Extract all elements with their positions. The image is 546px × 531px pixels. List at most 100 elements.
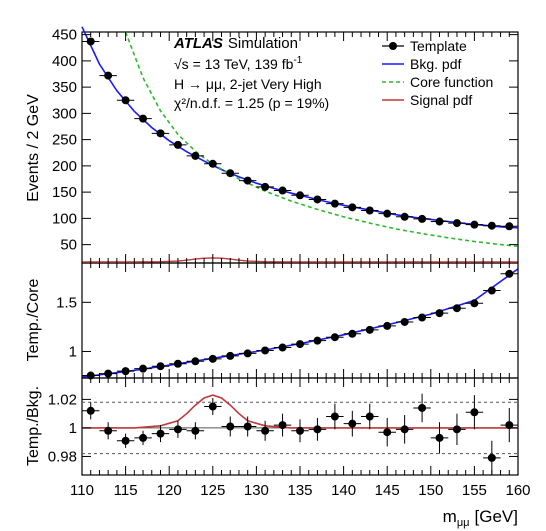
main-core-function-curve (124, 31, 519, 247)
legend-core-label: Core function (410, 74, 493, 90)
main-data-point (191, 151, 200, 160)
ratio-bkg-data-point (505, 421, 514, 430)
ratio-bkg-ytick-label: 1 (69, 420, 77, 437)
ratio-core-data-point (278, 343, 287, 352)
ratio-core-panel-frame (81, 262, 519, 379)
ratio-core-data-point (243, 349, 252, 358)
main-data-point (435, 217, 444, 226)
ratio-bkg-data-point (383, 428, 392, 437)
ratio-bkg-data-point (365, 412, 374, 421)
ratio-core-ytick-label: 1.5 (56, 294, 77, 311)
ratio-core-data-point (261, 346, 270, 355)
main-ytick-label: 400 (52, 53, 77, 70)
channel-label: H → μμ, 2-jet Very High (174, 76, 322, 92)
legend-template-label: Template (410, 38, 467, 54)
ratio-core-data-point (139, 364, 148, 373)
ratio-core-data-point (435, 309, 444, 318)
ratio-bkg-data-point (243, 422, 252, 431)
legend-entry-template: Template (382, 38, 467, 54)
legend-entry-core: Core function (382, 74, 493, 90)
main-data-point (86, 37, 95, 46)
ratio-bkg-data-point (226, 422, 235, 431)
chi2-label: χ²/n.d.f. = 1.25 (p = 19%) (174, 95, 329, 111)
main-ytick-label: 50 (60, 237, 77, 254)
legend-entry-signal: Signal pdf (382, 92, 472, 108)
main-ylabel: Events / 2 GeV (25, 94, 42, 202)
ratio-core-ytick-label: 1 (69, 343, 77, 360)
ratio-core-data-point (470, 299, 479, 308)
ratio-bkg-data-point (86, 406, 95, 415)
ratio-bkg-data-point (191, 426, 200, 435)
atlas-label: ATLAS Simulation (173, 35, 298, 52)
xtick-label: 125 (200, 482, 225, 499)
ratio-core-data-point (365, 325, 374, 334)
main-data-point (452, 219, 461, 228)
main-ytick-label: 300 (52, 105, 77, 122)
main-data-point (348, 203, 357, 212)
ratio-bkg-data-point (121, 436, 130, 445)
ratio-core-data-point (226, 351, 235, 360)
ratio-core-bkg-pdf-core-curve (81, 268, 519, 378)
xtick-label: 150 (418, 482, 443, 499)
main-data-point (121, 96, 130, 105)
ratio-core-data-point (156, 362, 165, 371)
ratio-bkg-data-point (418, 403, 427, 412)
xtick-label: 110 (70, 482, 94, 499)
main-data-point (243, 176, 252, 185)
legend-signal-label: Signal pdf (410, 92, 472, 108)
main-data-point (139, 114, 148, 123)
ratio-bkg-data-point (452, 425, 461, 434)
main-data-point (226, 169, 235, 178)
xtick-label: 160 (505, 482, 530, 499)
xtick-label: 140 (331, 482, 356, 499)
main-ytick-label: 450 (52, 27, 77, 44)
ratio-bkg-data-point (208, 402, 217, 411)
ratio-bkg-ylabel: Temp./Bkg. (25, 386, 42, 466)
main-data-point (330, 199, 339, 208)
main-data-point (261, 182, 270, 191)
main-ytick-label: 200 (52, 158, 77, 175)
main-data-point (296, 191, 304, 200)
x-axis-label: mμμ [GeV] (443, 507, 518, 529)
main-data-point (470, 220, 479, 229)
ratio-bkg-data-point (261, 426, 270, 435)
main-data-point (313, 195, 322, 204)
ratio-bkg-data-point (139, 433, 148, 442)
xtick-label: 115 (114, 482, 138, 499)
ratio-core-data-point (191, 357, 200, 366)
ratio-core-data-point (505, 269, 514, 278)
main-data-point (208, 159, 217, 168)
ratio-bkg-data-point (296, 426, 304, 435)
ratio-core-data-point (296, 340, 304, 349)
main-data-point (400, 212, 409, 221)
ratio-bkg-data-point (173, 425, 182, 434)
ratio-bkg-data-point (348, 419, 357, 428)
ratio-core-data-point (173, 359, 182, 368)
ratio-bkg-data-point (435, 433, 444, 442)
ratio-bkg-data-point (278, 421, 287, 430)
ratio-bkg-data-point (400, 425, 409, 434)
main-data-point (104, 71, 113, 80)
ratio-bkg-ytick-label: 1.02 (48, 391, 77, 408)
ratio-bkg-data-point (330, 412, 339, 421)
main-data-point (505, 222, 514, 231)
ratio-core-data-point (487, 286, 496, 295)
ratio-core-data-point (418, 313, 427, 322)
xtick-label: 135 (287, 482, 312, 499)
main-ytick-label: 250 (52, 132, 77, 149)
ratio-core-data-point (400, 317, 409, 326)
xtick-label: 145 (375, 482, 400, 499)
main-data-point (278, 186, 287, 195)
ratio-bkg-data-point (104, 426, 113, 435)
main-data-point (487, 221, 496, 230)
ratio-core-data-point (208, 354, 217, 363)
legend-template-marker (389, 42, 397, 50)
xtick-label: 120 (157, 482, 182, 499)
ratio-core-data-point (452, 304, 461, 313)
ratio-bkg-data-point (487, 453, 496, 462)
ratio-bkg-data-point (313, 425, 322, 434)
legend: Template Bkg. pdf Core function Signal p… (382, 38, 493, 108)
legend-entry-bkg: Bkg. pdf (382, 56, 461, 72)
main-data-point (156, 129, 165, 138)
ratio-core-ylabel: Temp./Core (25, 279, 42, 362)
